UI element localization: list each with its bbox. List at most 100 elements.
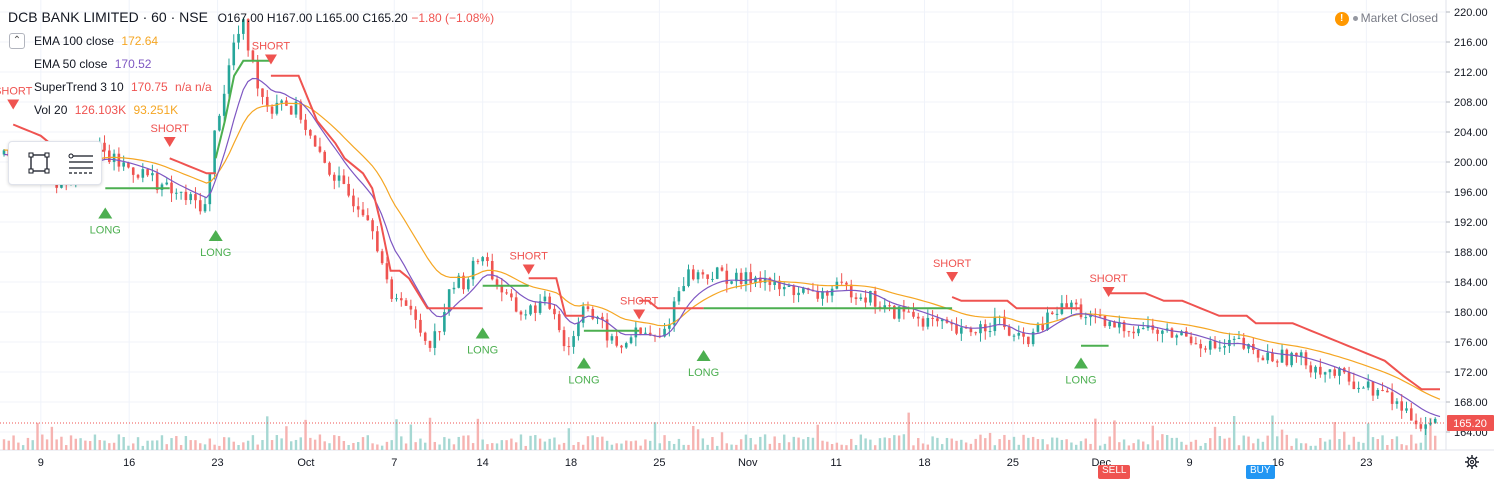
volume-bar: [931, 436, 934, 450]
volume-bar: [955, 440, 958, 450]
candle-body: [1304, 352, 1308, 366]
volume-bar: [500, 440, 504, 450]
volume-bar: [1419, 442, 1423, 450]
volume-bar: [821, 440, 824, 450]
candle-body: [1113, 321, 1116, 328]
candle-body: [361, 209, 365, 216]
candle-body: [1117, 321, 1121, 328]
candle-body: [572, 336, 575, 347]
volume-bar: [763, 434, 767, 450]
candle-body: [1275, 361, 1279, 363]
candle-body: [151, 173, 154, 176]
indicator-supertrend[interactable]: SuperTrend 3 10 170.75 n/a n/a: [8, 80, 212, 94]
candle-body: [883, 305, 887, 309]
volume-bar: [1070, 442, 1073, 450]
symbol-title[interactable]: DCB BANK LIMITED · 60 · NSE: [8, 9, 208, 25]
candle-body: [601, 316, 604, 320]
volume-bar: [65, 445, 68, 450]
candle-body: [739, 272, 743, 284]
buy-tag[interactable]: BUY: [1246, 465, 1275, 479]
volume-bar: [213, 444, 216, 450]
candle-body: [720, 267, 724, 271]
candle-body: [830, 288, 834, 296]
candle-body: [299, 101, 303, 120]
candle-body: [452, 287, 456, 290]
volume-bar: [677, 438, 681, 450]
volume-bar: [2, 439, 6, 450]
candle-body: [816, 291, 820, 299]
candle-body: [864, 297, 867, 303]
volume-bar: [1338, 439, 1341, 450]
candle-body: [380, 251, 384, 264]
volume-bar: [1223, 438, 1226, 450]
volume-bar: [1142, 441, 1145, 450]
volume-bar: [50, 426, 54, 450]
volume-bar: [385, 441, 389, 450]
candle-body: [1027, 336, 1030, 345]
candle-body: [969, 327, 973, 333]
settings-gear-icon[interactable]: [1464, 454, 1480, 470]
candle-body: [553, 308, 556, 315]
line-style-button[interactable]: [65, 148, 95, 178]
volume-bar: [1094, 418, 1097, 450]
candle-body: [136, 174, 140, 178]
indicator-ema100[interactable]: EMA 100 close 172.64: [8, 34, 158, 48]
candle-body: [979, 324, 982, 334]
volume-bar: [993, 445, 997, 450]
candle-body: [778, 280, 781, 290]
x-tick-label: Nov: [738, 457, 758, 469]
candle-body: [395, 298, 398, 300]
volume-bar: [706, 444, 709, 450]
candle-body: [419, 319, 422, 333]
candle-body: [462, 275, 465, 290]
x-tick-label: Oct: [297, 457, 314, 469]
candle-body: [165, 182, 169, 185]
rectangle-tool-button[interactable]: [25, 148, 55, 178]
volume-bar: [548, 438, 551, 450]
volume-bar: [936, 437, 939, 450]
volume-bar: [672, 443, 676, 450]
short-signal: SHORT: [151, 123, 189, 147]
volume-bar: [1003, 434, 1006, 450]
candle-body: [237, 33, 240, 43]
short-arrow-icon: [163, 137, 176, 147]
volume-bar: [562, 442, 566, 450]
volume-bar: [1122, 439, 1126, 450]
candle-body: [1280, 349, 1284, 363]
volume-bar: [773, 436, 776, 450]
candle-body: [782, 286, 786, 290]
volume-bar: [749, 438, 752, 450]
market-status[interactable]: ! Market Closed: [1334, 11, 1438, 26]
volume-bar: [634, 440, 638, 450]
candle-body: [1371, 381, 1375, 396]
supertrend-down-line: [951, 296, 1081, 310]
volume-bar: [112, 442, 116, 450]
volume-bar: [467, 435, 470, 450]
volume-bar: [1228, 437, 1231, 450]
indicator-volume[interactable]: Vol 20 126.103K 93.251K: [8, 103, 178, 117]
volume-bar: [586, 436, 590, 450]
volume-bar: [1276, 436, 1279, 450]
indicator-ema50[interactable]: EMA 50 close 170.52: [8, 57, 151, 71]
volume-bar: [256, 444, 259, 450]
volume-bar: [1008, 439, 1011, 450]
price-change: −1.80 (−1.08%): [411, 11, 495, 25]
sell-tag[interactable]: SELL: [1098, 465, 1131, 479]
short-signal: SHORT: [620, 296, 659, 320]
collapse-legend-button[interactable]: ⌃: [9, 33, 25, 49]
candle-body: [620, 345, 623, 348]
volume-bar: [476, 418, 480, 450]
volume-bar: [424, 442, 427, 450]
volume-bar: [361, 437, 365, 450]
volume-bar: [433, 441, 436, 450]
volume-bar: [222, 437, 226, 450]
candle-body: [624, 343, 628, 348]
candle-body: [1218, 347, 1222, 349]
signal-label: SHORT: [620, 296, 659, 308]
x-tick-label: 11: [830, 457, 841, 469]
candle-body: [428, 340, 432, 348]
candle-body: [1204, 348, 1207, 350]
candle-body: [486, 257, 489, 262]
volume-bar: [1352, 436, 1356, 450]
